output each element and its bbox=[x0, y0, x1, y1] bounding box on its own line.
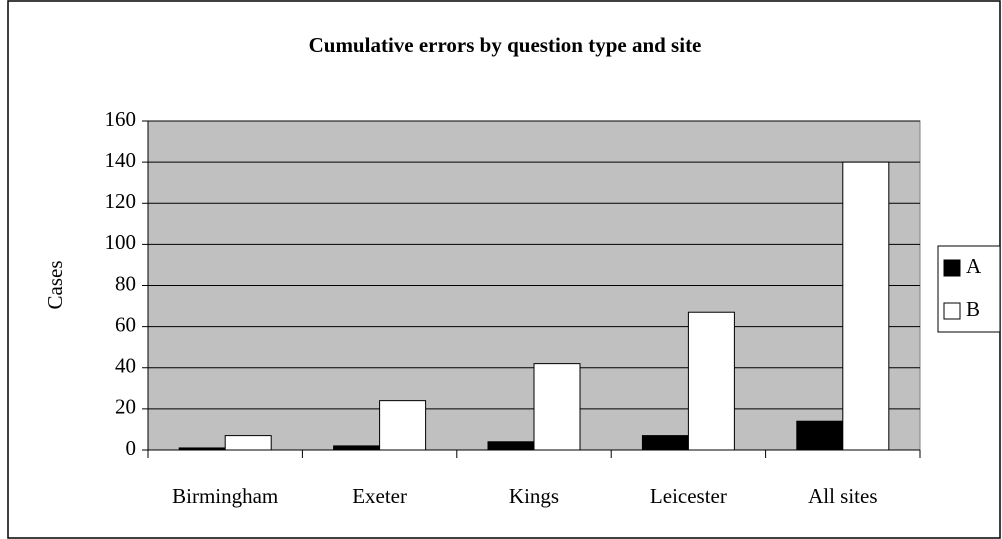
legend-label: B bbox=[966, 297, 980, 321]
y-tick-label: 60 bbox=[115, 312, 136, 336]
y-tick-label: 20 bbox=[115, 395, 136, 419]
legend-label: A bbox=[966, 254, 982, 278]
bar bbox=[641, 435, 689, 451]
y-tick-label: 160 bbox=[105, 107, 137, 131]
bar bbox=[842, 161, 890, 451]
y-tick-label: 40 bbox=[115, 354, 136, 378]
bar bbox=[333, 445, 381, 451]
y-tick-label: 0 bbox=[126, 436, 137, 460]
bar bbox=[379, 400, 427, 451]
x-tick-label: Exeter bbox=[352, 484, 407, 508]
x-tick-label: Birmingham bbox=[172, 484, 278, 508]
y-tick-label: 140 bbox=[105, 148, 137, 172]
x-tick-label: All sites bbox=[808, 484, 877, 508]
bar bbox=[487, 441, 535, 451]
bar bbox=[178, 447, 226, 451]
y-tick-label: 100 bbox=[105, 230, 137, 254]
bar bbox=[687, 311, 735, 451]
legend-swatch bbox=[943, 259, 961, 277]
x-tick-label: Leicester bbox=[650, 484, 727, 508]
chart-title: Cumulative errors by question type and s… bbox=[309, 33, 702, 57]
y-axis-label: Cases bbox=[43, 261, 67, 310]
bar bbox=[224, 435, 272, 451]
y-tick-label: 80 bbox=[115, 271, 136, 295]
legend-swatch bbox=[943, 302, 961, 320]
y-tick-label: 120 bbox=[105, 189, 137, 213]
bar bbox=[796, 420, 844, 451]
x-tick-label: Kings bbox=[509, 484, 559, 508]
bar bbox=[533, 363, 581, 451]
